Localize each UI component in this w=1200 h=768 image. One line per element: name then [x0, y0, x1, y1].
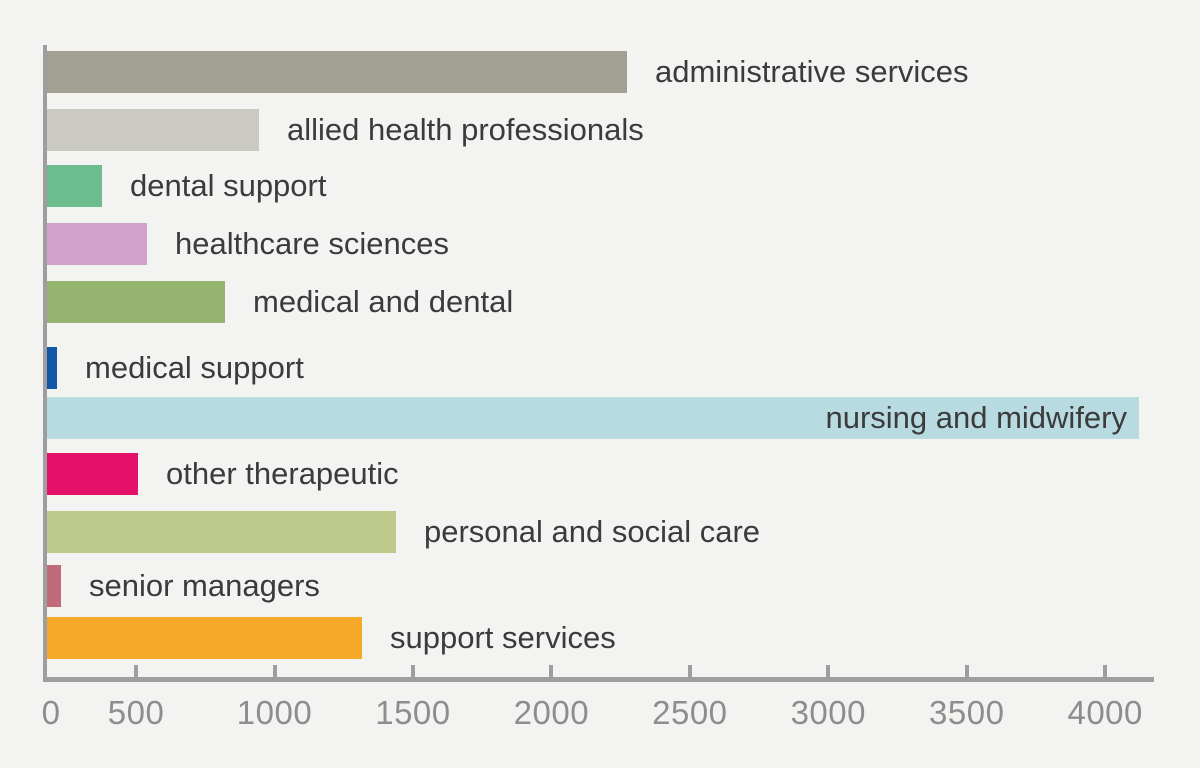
- tick-mark-1000: [272, 665, 277, 678]
- bar-label-dental-support: dental support: [130, 168, 327, 203]
- tick-label-0: 0: [41, 694, 61, 731]
- bar-nursing-and-midwifery: nursing and midwifery: [47, 397, 1139, 439]
- bar-row: support services: [47, 617, 616, 659]
- bar-label-allied-health-professionals: allied health professionals: [287, 112, 644, 147]
- bar-label-senior-managers: senior managers: [89, 568, 320, 603]
- bar-label-support-services: support services: [390, 620, 616, 655]
- tick-label-1000: 1000: [236, 694, 313, 731]
- bar-support-services: [47, 617, 362, 659]
- tick-mark-4000: [1103, 665, 1108, 678]
- bar-label-administrative-services: administrative services: [655, 54, 969, 89]
- bar-medical-support: [47, 347, 57, 389]
- y-axis-line: [43, 45, 47, 682]
- tick-label-4000: 4000: [1067, 694, 1143, 731]
- bar-row: allied health professionals: [47, 109, 644, 151]
- x-axis-line: [43, 677, 1154, 682]
- tick-label-2000: 2000: [513, 694, 590, 731]
- tick-mark-500: [134, 665, 139, 678]
- bar-row: healthcare sciences: [47, 223, 449, 265]
- bar-label-healthcare-sciences: healthcare sciences: [175, 226, 449, 261]
- tick-mark-2000: [549, 665, 554, 678]
- bar-label-nursing-and-midwifery: nursing and midwifery: [825, 400, 1127, 435]
- tick-label-1500: 1500: [375, 694, 451, 731]
- bar-administrative-services: [47, 51, 627, 93]
- bar-allied-health-professionals: [47, 109, 259, 151]
- bar-other-therapeutic: [47, 453, 138, 495]
- tick-label-3000: 3000: [790, 694, 866, 731]
- bar-row: senior managers: [47, 565, 320, 607]
- bar-row: other therapeutic: [47, 453, 399, 495]
- bar-row: nursing and midwifery: [47, 397, 1139, 439]
- tick-mark-1500: [410, 665, 415, 678]
- bar-healthcare-sciences: [47, 223, 147, 265]
- bar-dental-support: [47, 165, 102, 207]
- bar-label-personal-and-social-care: personal and social care: [424, 514, 761, 549]
- tick-label-500: 500: [107, 694, 165, 731]
- tick-mark-3500: [964, 665, 969, 678]
- tick-mark-2500: [687, 665, 692, 678]
- tick-label-3500: 3500: [929, 694, 1005, 731]
- bar-label-other-therapeutic: other therapeutic: [166, 456, 399, 491]
- bar-row: administrative services: [47, 51, 969, 93]
- bar-personal-and-social-care: [47, 511, 396, 553]
- bar-senior-managers: [47, 565, 61, 607]
- bar-row: dental support: [47, 165, 326, 207]
- tick-label-2500: 2500: [652, 694, 728, 731]
- bar-row: personal and social care: [47, 511, 760, 553]
- tick-mark-3000: [826, 665, 831, 678]
- bar-row: medical and dental: [47, 281, 513, 323]
- bar-label-medical-and-dental: medical and dental: [253, 284, 514, 319]
- bar-label-medical-support: medical support: [85, 350, 304, 385]
- bar-row: medical support: [47, 347, 304, 389]
- bar-medical-and-dental: [47, 281, 225, 323]
